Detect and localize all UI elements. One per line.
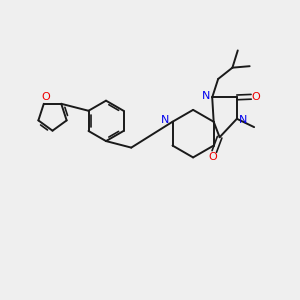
Text: O: O (208, 152, 217, 162)
Text: N: N (239, 115, 248, 125)
Text: N: N (161, 115, 169, 125)
Text: O: O (41, 92, 50, 102)
Text: N: N (202, 91, 210, 101)
Text: O: O (252, 92, 261, 102)
